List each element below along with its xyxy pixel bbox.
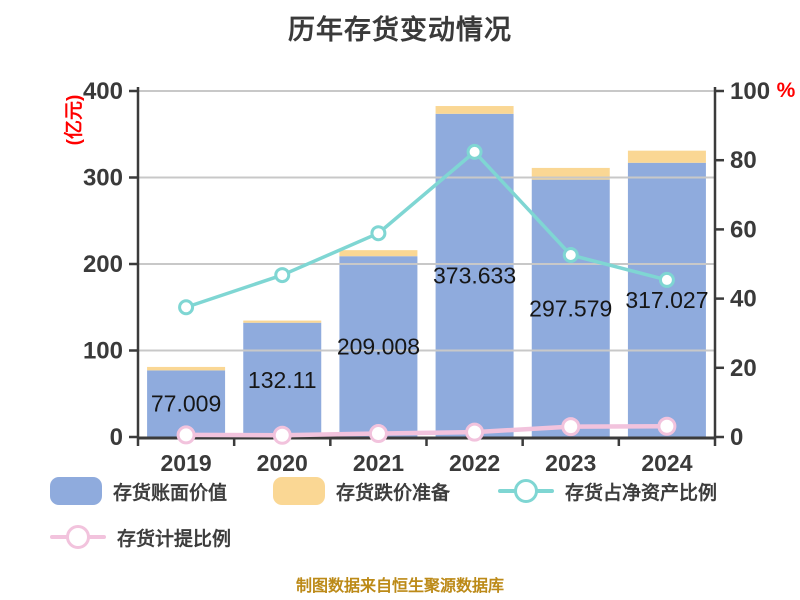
bar-provision-2022 (435, 106, 514, 114)
left-tick-label-400: 400 (83, 78, 123, 105)
provision-swatch-icon (273, 477, 325, 505)
bar-provision-2021 (339, 250, 418, 257)
left-axis-unit-label: (亿元) (62, 95, 85, 146)
net-asset-ratio-marker-icon (498, 477, 554, 505)
provision-ratio-point-2021 (368, 424, 388, 444)
provision-ratio-point-2023 (561, 417, 581, 437)
legend-label-provision-ratio: 存货计提比例 (117, 528, 232, 550)
x-tick-label-2021: 2021 (353, 450, 404, 476)
x-tick-label-2024: 2024 (641, 450, 692, 476)
data-source-note: 制图数据来自恒生聚源数据库 (295, 578, 504, 595)
left-tick-label-300: 300 (83, 165, 123, 192)
bar-value-label-2019: 77.009 (151, 391, 221, 417)
left-tick-label-0: 0 (110, 424, 123, 451)
provision-ratio-marker-icon (50, 523, 106, 551)
x-tick-label-2019: 2019 (160, 450, 211, 476)
bar-book-value-2022 (435, 113, 514, 437)
provision-ratio-point-2022 (465, 422, 485, 442)
x-tick-label-2023: 2023 (545, 450, 596, 476)
provision-ratio-line (183, 424, 670, 438)
legend-item-book-value: 存货账面价值 (50, 476, 227, 506)
bar-book-value-2023 (531, 179, 610, 437)
bar-provision-2023 (531, 167, 610, 180)
bar-value-label-2021: 209.008 (337, 334, 420, 360)
bar-provision-2020 (243, 320, 322, 323)
book-value-swatch-icon (50, 477, 102, 505)
legend-item-net-asset-ratio: 存货占净资产比例 (498, 476, 717, 506)
legend-label-net-asset-ratio: 存货占净资产比例 (565, 482, 718, 504)
legend-label-book-value: 存货账面价值 (113, 482, 228, 504)
net-asset-ratio-point-2024 (658, 271, 675, 288)
bar-book-value-2021 (339, 256, 418, 437)
right-tick-label-80: 80 (730, 147, 757, 174)
bar-provision-2024 (627, 150, 706, 163)
right-tick-label-60: 60 (730, 216, 757, 243)
bar-book-value-2020 (243, 322, 322, 437)
bar-value-label-2020: 132.11 (248, 367, 317, 393)
right-tick-label-40: 40 (730, 286, 757, 313)
bar-book-value-2024 (627, 162, 706, 437)
legend-item-provision: 存货跌价准备 (273, 476, 450, 506)
right-axis-unit-label: % (777, 79, 796, 102)
bar-value-label-2024: 317.027 (625, 287, 708, 313)
bar-value-label-2023: 297.579 (529, 295, 612, 321)
net-asset-ratio-point-2020 (274, 267, 291, 284)
right-tick-label-100: 100 (730, 78, 770, 105)
net-asset-ratio-point-2021 (370, 225, 387, 242)
x-tick-label-2020: 2020 (257, 450, 308, 476)
chart-title: 历年存货变动情况 (288, 15, 512, 45)
provision-ratio-point-2024 (657, 416, 677, 436)
left-tick-label-100: 100 (83, 338, 123, 365)
provision-ratio-point-2019 (176, 425, 196, 445)
net-asset-ratio-point-2022 (466, 143, 483, 160)
right-tick-label-0: 0 (730, 424, 743, 451)
right-tick-label-20: 20 (730, 355, 757, 382)
provision-ratio-point-2020 (272, 425, 292, 445)
bar-value-label-2022: 373.633 (433, 262, 516, 288)
net-asset-ratio-line (184, 150, 669, 309)
bar-provision-2019 (147, 366, 226, 371)
net-asset-ratio-point-2019 (178, 299, 195, 316)
legend-label-provision: 存货跌价准备 (336, 482, 451, 504)
legend-item-provision-ratio: 存货计提比例 (50, 522, 231, 552)
x-tick-label-2022: 2022 (449, 450, 500, 476)
net-asset-ratio-point-2023 (562, 247, 579, 264)
left-tick-label-200: 200 (83, 251, 123, 278)
